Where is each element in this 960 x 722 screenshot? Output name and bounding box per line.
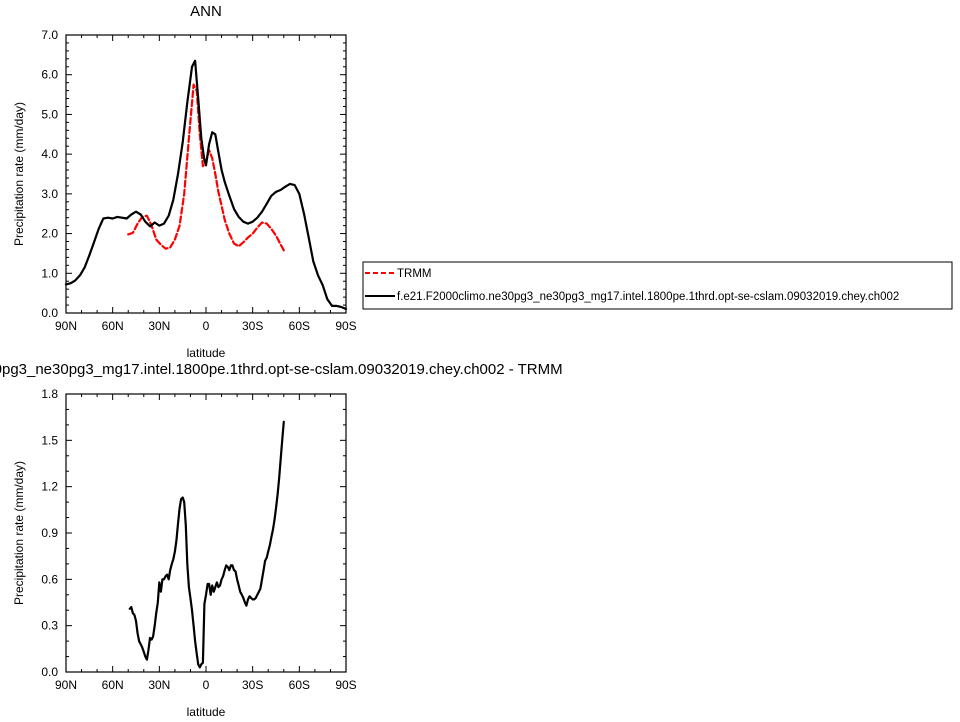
axis-ticks: 90N 60N 30N 0 30S 60S 90S 0.0 0.3 0.6 0.9 1.2 1.5 1.8: [41, 387, 356, 692]
y-tick-label: 0.0: [41, 306, 58, 320]
y-tick-label: 3.0: [41, 187, 58, 201]
y-tick-label: 1.0: [41, 266, 58, 280]
x-tick-label: 90N: [55, 319, 77, 333]
x-tick-label: 90N: [55, 678, 77, 692]
y-tick-label: 0.9: [41, 526, 58, 540]
x-tick-label: 0: [203, 678, 210, 692]
y-axis-title: Precipitation rate (mm/day): [12, 102, 26, 246]
series-line-model: [128, 420, 285, 669]
series-line-trmm: [127, 83, 285, 252]
x-tick-label: 90S: [335, 319, 356, 333]
y-tick-label: 0.6: [41, 572, 58, 586]
y-tick-label: 0.3: [41, 619, 58, 633]
x-tick-label: 60N: [102, 319, 124, 333]
y-tick-label: 4.0: [41, 147, 58, 161]
x-tick-label: 30S: [242, 319, 263, 333]
x-tick-label: 30N: [148, 319, 170, 333]
legend-label-model: f.e21.F2000climo.ne30pg3_ne30pg3_mg17.in…: [397, 291, 899, 303]
legend-label-trmm: TRMM: [397, 268, 432, 280]
x-tick-label: 30S: [242, 678, 263, 692]
y-tick-label: 7.0: [41, 28, 58, 42]
panel-difference: f.e21.F2000climo.ne30pg3_ne30pg3_mg17.in…: [0, 361, 563, 719]
y-tick-label: 0.0: [41, 665, 58, 679]
x-tick-label: 30N: [148, 678, 170, 692]
plot-frame: [65, 34, 347, 314]
y-tick-label: 1.2: [41, 480, 58, 494]
legend-box: [362, 261, 953, 310]
y-tick-label: 1.5: [41, 433, 58, 447]
x-tick-label: 60S: [289, 678, 310, 692]
chart-title: ANN: [190, 3, 222, 20]
series-layer: [128, 420, 285, 669]
chart-title: f.e21.F2000climo.ne30pg3_ne30pg3_mg17.in…: [0, 361, 563, 378]
y-tick-label: 6.0: [41, 68, 58, 82]
x-tick-label: 60S: [289, 319, 310, 333]
y-tick-label: 1.8: [41, 387, 58, 401]
x-axis-title: latitude: [187, 705, 226, 719]
y-axis-title: Precipitation rate (mm/day): [12, 461, 26, 605]
plot-frame: [65, 393, 347, 673]
x-axis-title: latitude: [187, 346, 226, 360]
panel-annual-mean: ANN latitude Precipitation rate (mm/day)…: [12, 3, 357, 360]
x-tick-label: 60N: [102, 678, 124, 692]
legend: TRMM f.e21.F2000climo.ne30pg3_ne30pg3_mg…: [362, 261, 953, 310]
series-line-model: [64, 59, 348, 311]
y-tick-label: 5.0: [41, 107, 58, 121]
x-tick-label: 0: [203, 319, 210, 333]
series-layer: [64, 59, 348, 311]
y-tick-label: 2.0: [41, 227, 58, 241]
axis-ticks: 90N 60N 30N 0 30S 60S 90S 0.0 1.0 2.0 3.0 4.0 5.0 6.0…: [41, 28, 356, 333]
x-tick-label: 90S: [335, 678, 356, 692]
